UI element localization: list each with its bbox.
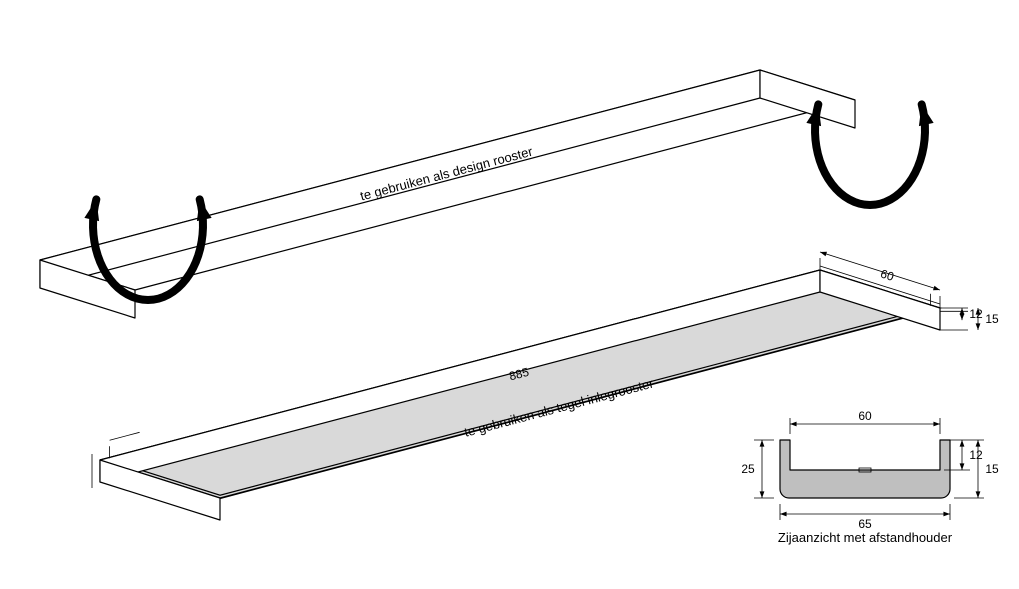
- svg-text:15: 15: [985, 312, 999, 326]
- dim-width-60: 60: [879, 266, 896, 283]
- svg-text:15: 15: [985, 462, 999, 476]
- svg-text:65: 65: [858, 517, 872, 531]
- svg-text:25: 25: [741, 462, 755, 476]
- side-view: [780, 440, 950, 498]
- side-view-caption: Zijaanzicht met afstandhouder: [778, 530, 953, 545]
- svg-text:12: 12: [969, 448, 983, 462]
- svg-text:60: 60: [858, 409, 872, 423]
- rotation-arrow: [806, 104, 933, 205]
